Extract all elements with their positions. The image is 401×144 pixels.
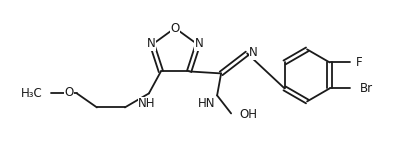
Text: H₃C: H₃C — [21, 87, 43, 100]
Text: O: O — [170, 21, 180, 35]
Text: N: N — [249, 46, 258, 59]
Text: HN: HN — [198, 97, 216, 110]
Text: Br: Br — [360, 82, 373, 95]
Text: O: O — [65, 86, 74, 99]
Text: N: N — [147, 37, 156, 50]
Text: OH: OH — [239, 108, 257, 121]
Text: N: N — [194, 37, 203, 50]
Text: F: F — [356, 56, 362, 69]
Text: NH: NH — [138, 97, 156, 110]
